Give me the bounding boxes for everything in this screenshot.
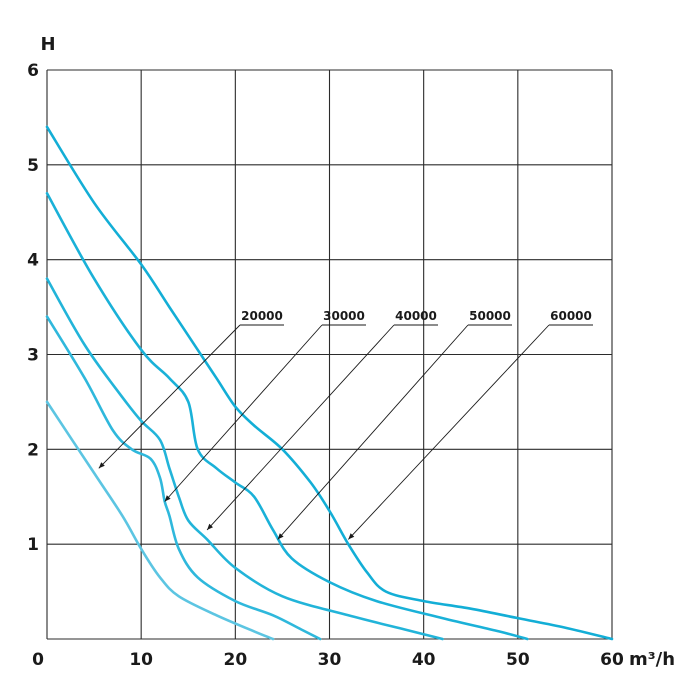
- curve-label-40000: 40000: [395, 309, 437, 323]
- y-tick-label: 6: [27, 61, 39, 81]
- leader-line-40000: [206, 324, 395, 531]
- x-tick-label: 40: [412, 650, 436, 670]
- leader-arrowhead-40000: [207, 523, 213, 530]
- y-tick-label: 2: [27, 440, 39, 460]
- x-tick-label: 60: [600, 650, 624, 670]
- x-tick-label: 30: [318, 650, 342, 670]
- leader-line-30000: [164, 324, 323, 502]
- axes: H m³/h 0 10 20 30 40 50 60 1 2 3 4 5 6: [27, 34, 675, 670]
- y-axis-title: H: [40, 34, 55, 55]
- curve-label-20000: 20000: [241, 309, 283, 323]
- curves: [45, 125, 614, 641]
- x-axis-unit: m³/h: [629, 649, 675, 670]
- x-tick-label: 0: [32, 650, 44, 670]
- leader-arrowhead-20000: [98, 462, 105, 469]
- x-tick-label: 20: [223, 650, 247, 670]
- leader-arrowhead-60000: [348, 533, 355, 540]
- x-tick-label: 50: [506, 650, 530, 670]
- curve-60000: [45, 125, 614, 641]
- leader-arrowhead-30000: [164, 495, 171, 502]
- y-tick-label: 3: [27, 346, 39, 366]
- y-tick-label: 5: [27, 156, 39, 176]
- x-tick-label: 10: [129, 650, 153, 670]
- curve-50000: [45, 192, 529, 641]
- leader-arrowhead-50000: [277, 533, 284, 540]
- y-tick-label: 4: [27, 251, 39, 271]
- y-tick-label: 1: [27, 535, 39, 555]
- curve-label-60000: 60000: [550, 309, 592, 323]
- grid: [46, 69, 613, 640]
- curve-label-50000: 50000: [469, 309, 511, 323]
- curve-20000: [45, 400, 275, 641]
- leader-line-20000: [98, 324, 241, 469]
- leader-line-60000: [348, 324, 550, 540]
- curve-label-30000: 30000: [323, 309, 365, 323]
- curve-labels: 20000 30000 40000 50000 60000: [98, 309, 593, 540]
- curve-30000: [45, 315, 322, 641]
- curve-40000: [45, 277, 444, 641]
- leader-line-50000: [277, 324, 469, 540]
